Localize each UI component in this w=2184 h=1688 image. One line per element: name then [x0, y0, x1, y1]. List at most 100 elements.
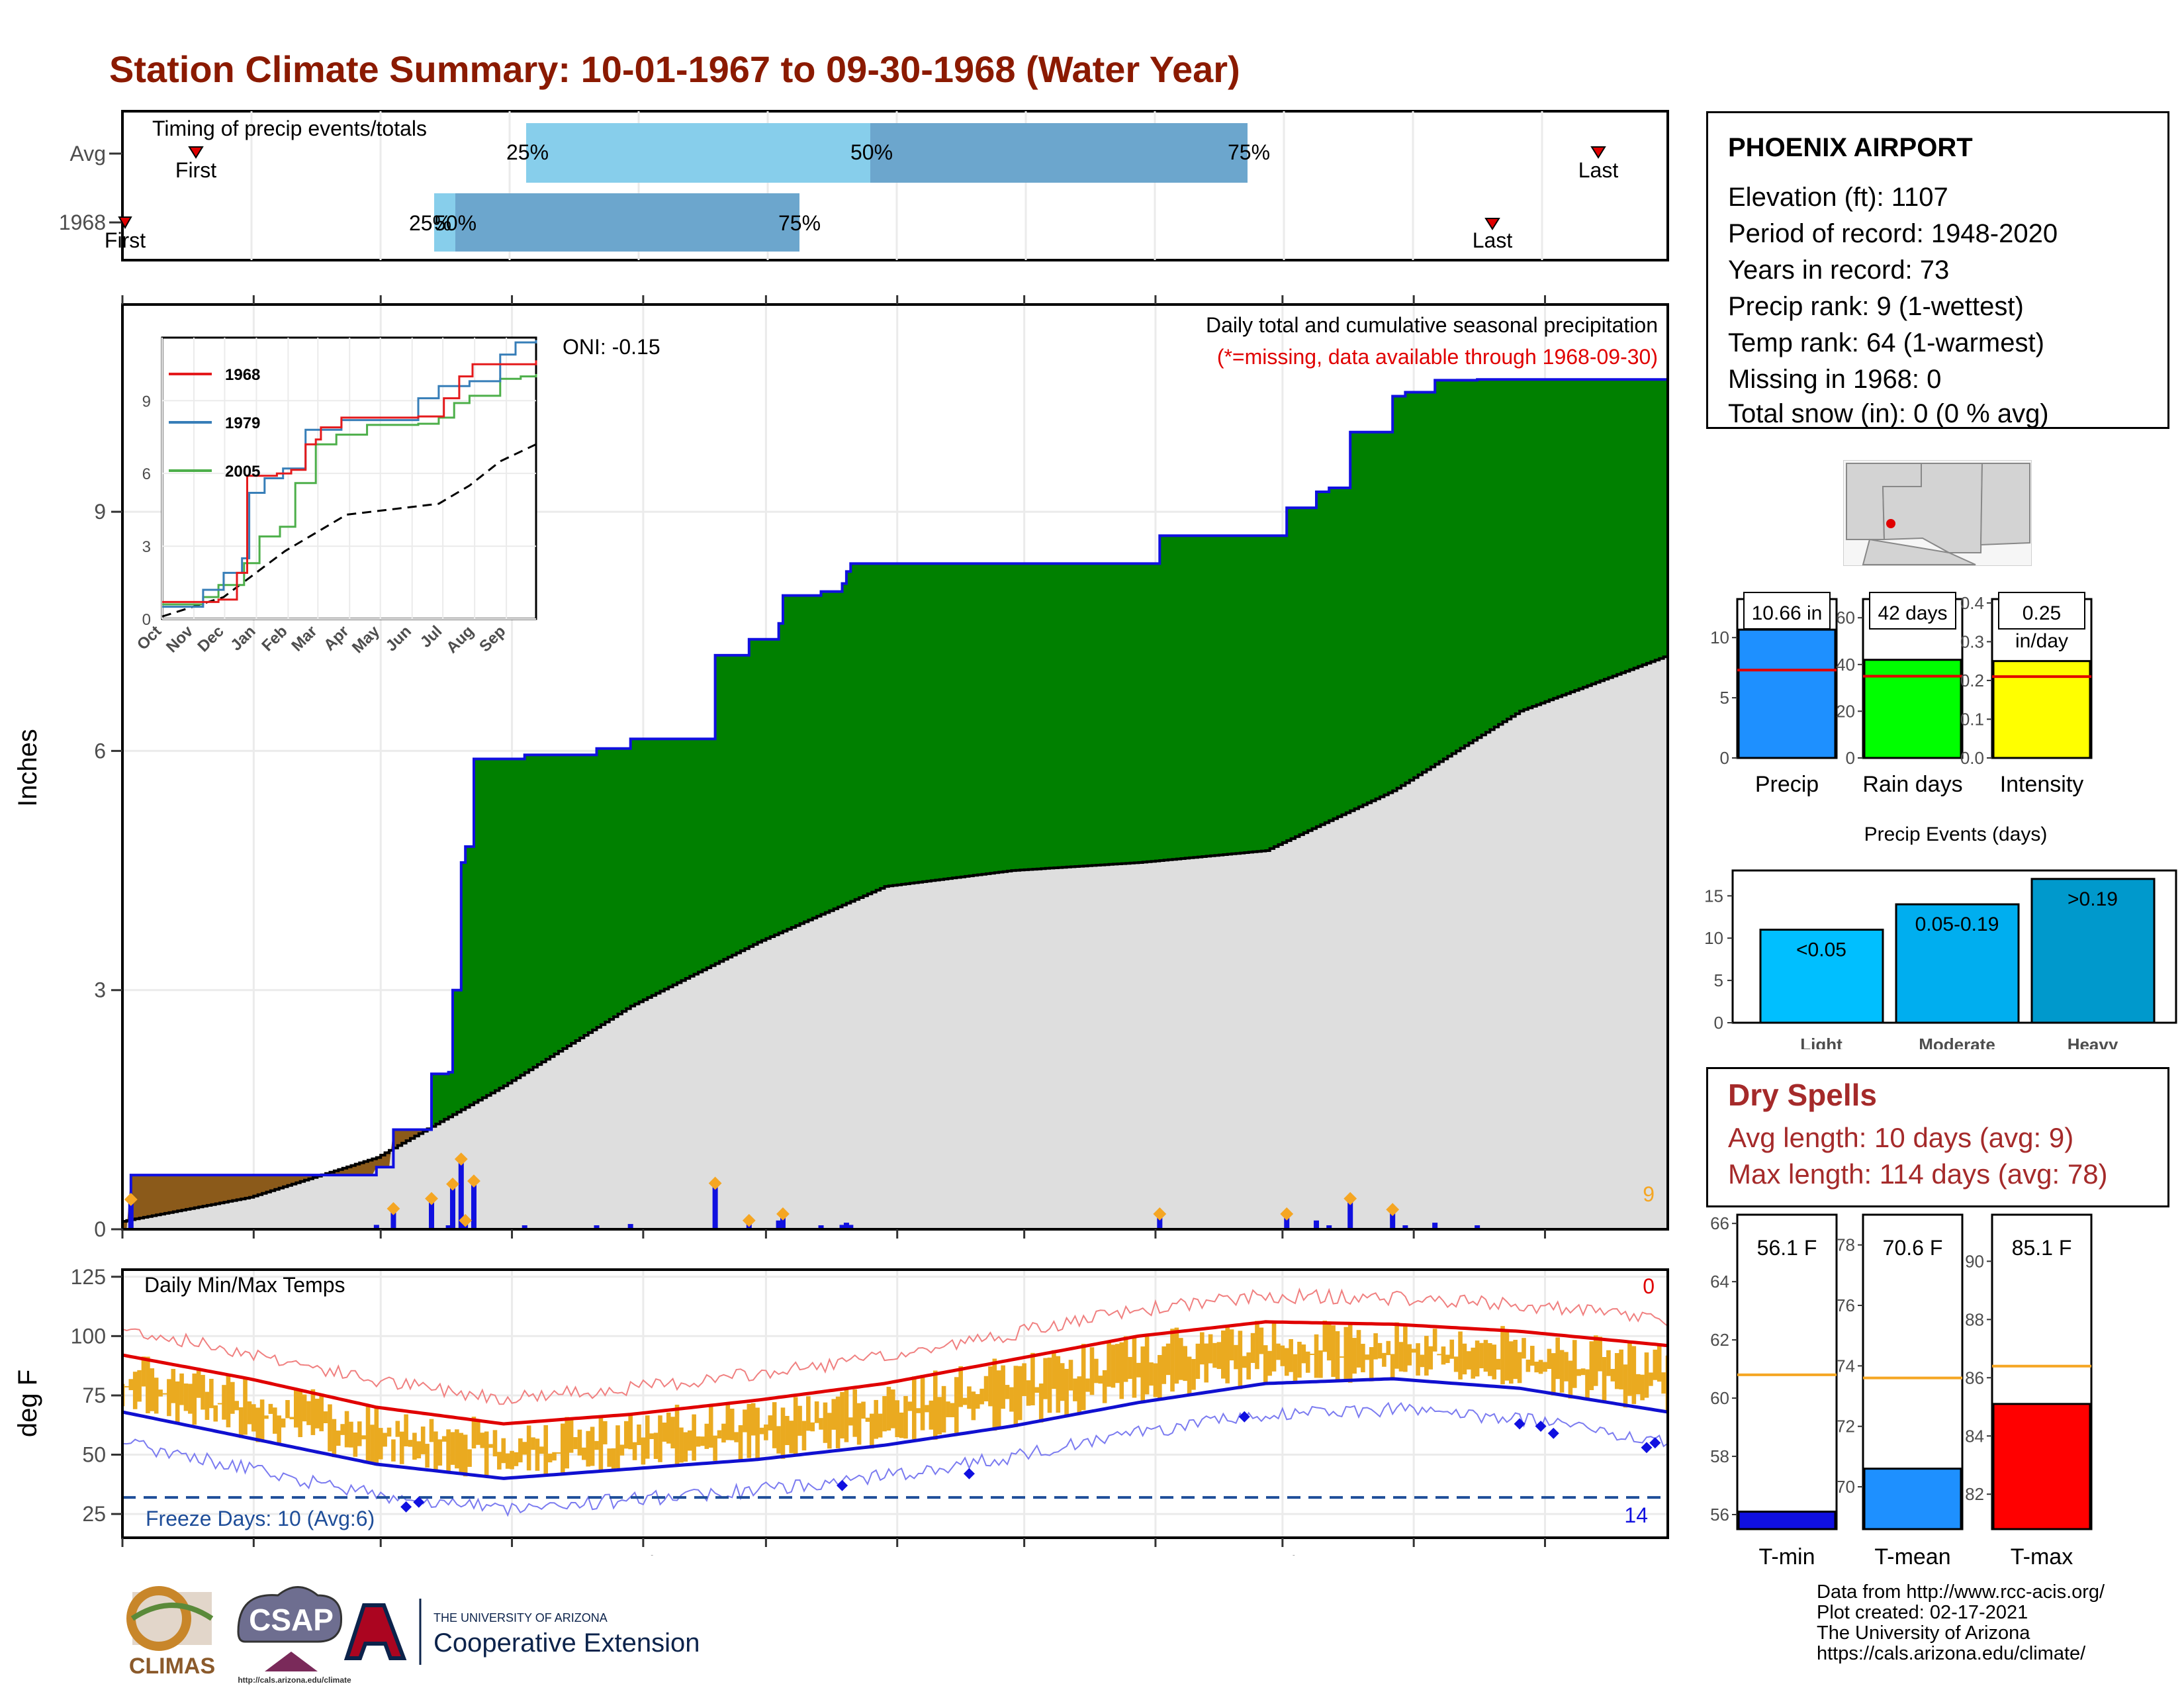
- yr-p50-label: 50%: [434, 211, 477, 235]
- temp-y-tick: 25: [82, 1502, 106, 1526]
- events-bar: [1759, 928, 1884, 1024]
- daily-temp-bar: [1191, 1358, 1196, 1390]
- temp-x-tick: Sep: [1526, 1552, 1564, 1556]
- daily-temp-bar: [433, 1431, 438, 1471]
- station-missing: Missing in 1968: 0: [1728, 365, 1942, 394]
- daily-temp-bar: [1504, 1331, 1510, 1381]
- inset-legend-2005: 2005: [225, 463, 260, 481]
- average-cumulative-line: [122, 655, 1668, 1223]
- timing-avg-25-50-bar: [526, 123, 870, 183]
- heavy-day-marker: [708, 1176, 722, 1190]
- daily-temp-bar: [594, 1440, 599, 1450]
- daily-temp-bar: [1043, 1358, 1048, 1399]
- events-y-tick: 5: [1714, 970, 1723, 990]
- freeze-day-marker: [400, 1501, 412, 1513]
- daily-temp-bar: [679, 1427, 684, 1463]
- temp-record-low-count: 14: [1624, 1503, 1648, 1527]
- daily-temp-bar: [637, 1424, 641, 1446]
- daily-temp-bar: [1107, 1341, 1111, 1387]
- row-label-avg: Avg: [69, 142, 106, 165]
- surplus-area: [122, 379, 1668, 1229]
- intensity-summary-tick: 0.4: [1960, 593, 1984, 613]
- daily-precip-markers: [124, 1152, 1400, 1227]
- daily-temp-bar: [1411, 1348, 1416, 1353]
- daily-temp-bar: [1047, 1357, 1052, 1413]
- daily-temp-bar: [751, 1403, 756, 1436]
- heavy-day-marker: [446, 1177, 459, 1191]
- raindays-summary-tick: 60: [1836, 608, 1855, 628]
- daily-temp-bar: [247, 1401, 252, 1425]
- daily-temp-bar: [1352, 1338, 1357, 1374]
- daily-temp-bar: [950, 1403, 955, 1417]
- daily-temp-bar: [1128, 1356, 1132, 1380]
- daily-temp-bar: [1475, 1340, 1480, 1377]
- daily-temp-bar: [1174, 1327, 1179, 1384]
- station-precip-rank: Precip rank: 9 (1-wettest): [1728, 292, 2024, 321]
- daily-temp-bar: [831, 1399, 837, 1430]
- daily-temp-bar: [222, 1385, 226, 1420]
- daily-temp-bar: [1009, 1387, 1014, 1412]
- daily-temp-bar: [937, 1397, 942, 1434]
- daily-precip-bar: [1284, 1213, 1290, 1229]
- daily-temp-bar: [835, 1396, 841, 1448]
- daily-temp-bar: [1623, 1364, 1628, 1408]
- daily-temp-bar: [1030, 1352, 1035, 1405]
- daily-temp-bar: [514, 1452, 519, 1466]
- daily-temp-bar: [759, 1427, 764, 1434]
- daily-temp-bar: [1026, 1380, 1031, 1406]
- record-max-line: [122, 1287, 1668, 1405]
- events-category: Moderate: [1919, 1035, 1995, 1049]
- daily-temp-bar: [1551, 1353, 1556, 1396]
- precip-frame: [121, 303, 1669, 1231]
- daily-precip-bar: [627, 1224, 633, 1229]
- daily-temp-bar: [1263, 1345, 1268, 1383]
- daily-precip-bar: [1347, 1198, 1353, 1229]
- daily-temp-bar: [416, 1441, 422, 1459]
- daily-temp-bar: [1195, 1343, 1201, 1380]
- daily-temp-bar: [1115, 1344, 1120, 1383]
- temp-y-tick: 125: [71, 1265, 106, 1289]
- daily-temp-bar: [1580, 1368, 1586, 1376]
- precip-ylabel: Inches: [13, 729, 42, 807]
- daily-temp-bar: [1619, 1349, 1623, 1389]
- daily-temp-bar: [1183, 1346, 1188, 1382]
- daily-temp-bar: [492, 1430, 498, 1457]
- daily-temp-bar: [543, 1425, 549, 1476]
- daily-temp-bar: [903, 1395, 908, 1439]
- tmin-summary-tick: 62: [1710, 1330, 1729, 1350]
- raindays-summary-bar: [1863, 659, 1962, 759]
- tmean-summary-tick: 74: [1836, 1356, 1855, 1376]
- yr-last-label: Last: [1473, 228, 1513, 252]
- daily-temp-bar: [336, 1430, 341, 1446]
- daily-temp-bar: [840, 1391, 844, 1438]
- daily-temp-bar: [670, 1417, 675, 1449]
- daily-temp-bar: [1068, 1360, 1073, 1391]
- daily-temp-bar: [268, 1403, 273, 1414]
- daily-temp-bar: [623, 1421, 629, 1449]
- precip-summary-tick: 5: [1720, 688, 1729, 708]
- avg-first-marker: [188, 146, 204, 159]
- station-temp-rank: Temp rank: 64 (1-warmest): [1728, 328, 2044, 357]
- daily-temp-bar: [1259, 1327, 1264, 1354]
- raindays-summary-tick: 40: [1836, 655, 1855, 675]
- daily-temp-bar: [1314, 1334, 1319, 1378]
- daily-temp-bar: [979, 1388, 984, 1405]
- yr-last-marker: [1484, 218, 1500, 230]
- daily-temp-bar: [399, 1431, 404, 1464]
- station-location-dot: [1886, 519, 1895, 528]
- credit-line: Data from http://www.rcc-acis.org/: [1817, 1581, 2105, 1603]
- daily-precip-bar: [458, 1159, 464, 1229]
- daily-temp-bar: [988, 1366, 993, 1407]
- daily-temp-bar: [1500, 1326, 1505, 1385]
- daily-temp-bar: [561, 1423, 565, 1474]
- daily-temp-bar: [1386, 1340, 1391, 1356]
- temp-x-tick: Dec: [362, 1552, 400, 1556]
- tmean-summary-label: T-mean: [1874, 1544, 1950, 1570]
- daily-temp-bar: [1585, 1369, 1590, 1399]
- daily-temp-bar: [1144, 1336, 1150, 1395]
- daily-temp-bar: [501, 1438, 506, 1464]
- daily-temp-bar: [480, 1432, 485, 1448]
- tmax-summary-value: 85.1 F: [2012, 1236, 2072, 1260]
- daily-temp-bar: [361, 1435, 366, 1440]
- daily-temp-bar: [463, 1434, 468, 1477]
